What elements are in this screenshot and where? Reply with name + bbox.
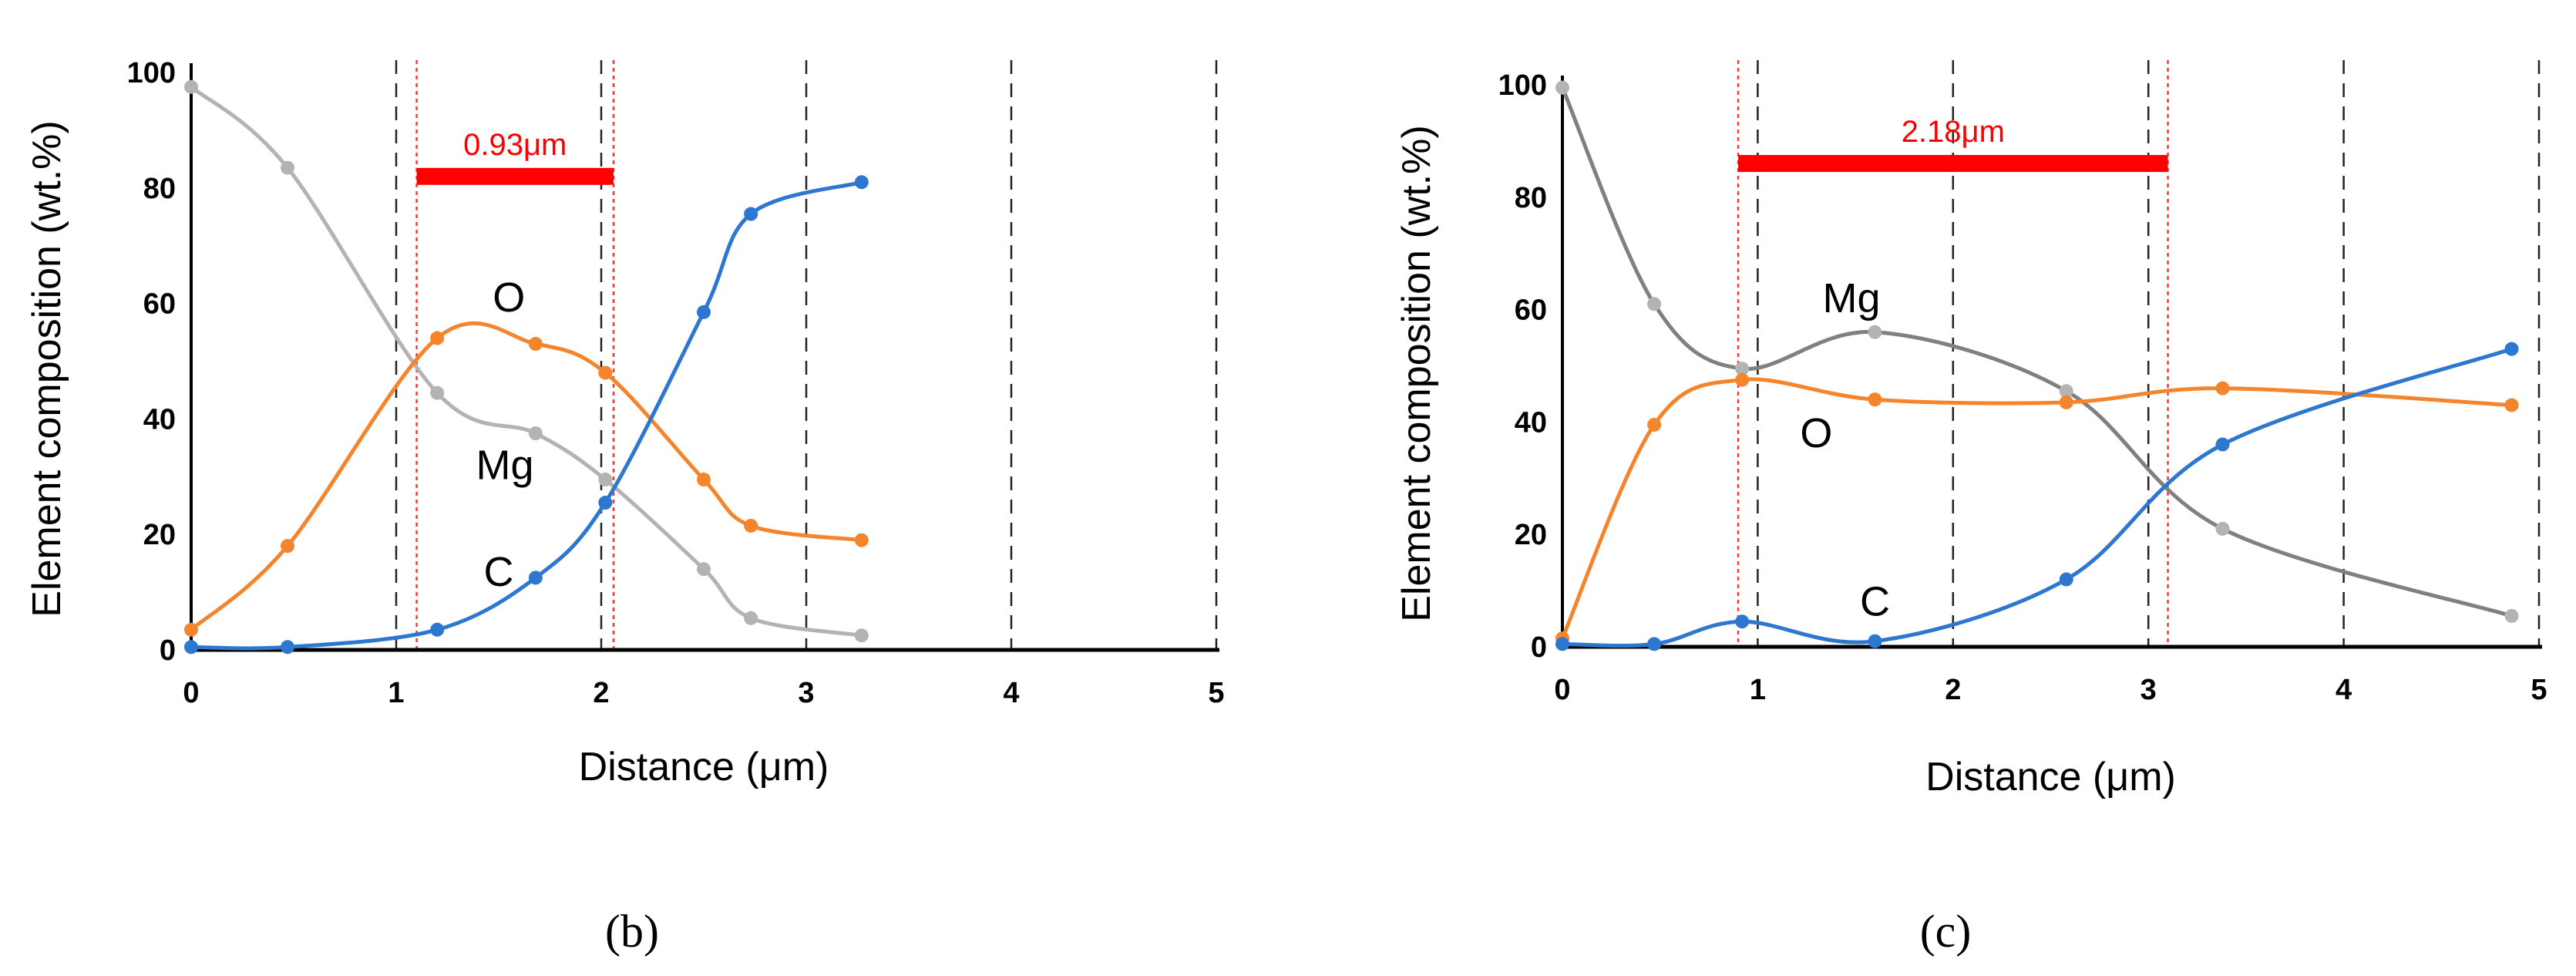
panel-label: (c) (1920, 906, 1972, 957)
panel-label: (b) (605, 906, 659, 957)
data-point (184, 622, 198, 637)
series-line-mg (189, 85, 864, 638)
series-label-mg: Mg (476, 442, 533, 488)
y-tick-label: 80 (143, 173, 176, 205)
data-point (2215, 437, 2230, 452)
x-tick-label: 2 (1945, 674, 1961, 706)
x-axis-title: Distance (μm) (579, 745, 829, 789)
data-point (2215, 521, 2230, 536)
data-point (1735, 614, 1750, 629)
data-point (430, 331, 445, 345)
y-axis-title: Element composition (wt.%) (1394, 125, 1439, 621)
series-line-c (189, 180, 864, 651)
data-point (1647, 297, 1662, 311)
data-point (744, 611, 758, 625)
data-point (1647, 637, 1662, 651)
series-label-c: C (1860, 579, 1890, 625)
x-tick-label: 4 (2336, 674, 2352, 706)
series-label-mg: Mg (1823, 275, 1881, 321)
data-point (697, 562, 711, 577)
y-tick-label: 0 (1531, 631, 1547, 664)
data-point (2504, 398, 2519, 412)
y-tick-label: 20 (143, 519, 176, 551)
series-line-o (189, 321, 864, 632)
data-point (528, 337, 543, 352)
y-tick-label: 40 (143, 403, 176, 436)
series-c: C (184, 175, 869, 655)
data-point (697, 305, 711, 319)
thickness-bar (1738, 155, 2168, 173)
data-point (281, 539, 295, 554)
y-tick-label: 100 (127, 57, 176, 89)
data-point (1868, 392, 1882, 407)
thickness-label: 0.93μm (463, 128, 567, 162)
data-point (528, 570, 543, 585)
x-tick-label: 0 (1554, 674, 1570, 706)
y-tick-label: 0 (160, 634, 176, 667)
data-point (744, 518, 758, 533)
data-point (598, 496, 613, 510)
data-point (854, 628, 869, 643)
x-tick-label: 0 (183, 677, 199, 709)
x-tick-label: 1 (388, 677, 404, 709)
series-line-c (1560, 347, 2514, 648)
thickness-bar (416, 167, 614, 185)
x-tick-label: 5 (2531, 674, 2547, 706)
x-tick-label: 3 (798, 677, 814, 709)
data-point (281, 160, 295, 175)
y-tick-label: 60 (1515, 294, 1547, 327)
data-point (184, 640, 198, 655)
y-tick-label: 40 (1515, 406, 1547, 439)
data-point (744, 207, 758, 221)
x-tick-label: 4 (1003, 677, 1019, 709)
series-o: O (1555, 372, 2519, 646)
data-point (854, 175, 869, 190)
data-point (2059, 572, 2073, 587)
data-point (1555, 637, 1569, 651)
y-axis-title: Element composition (wt.%) (25, 120, 69, 617)
data-point (2059, 384, 2073, 399)
y-tick-label: 100 (1498, 69, 1547, 102)
chart-panel-b: 0 20 40 60 80 100 0 1 2 3 4 5 Distance (μm) Element c… (25, 57, 1225, 957)
series-label-o: O (493, 274, 525, 321)
data-point (2059, 395, 2073, 409)
y-tick-label: 20 (1515, 519, 1547, 551)
x-tick-label: 2 (593, 677, 609, 709)
data-point (854, 533, 869, 547)
series-line-o (1560, 377, 2514, 641)
data-point (1735, 372, 1750, 387)
data-point (1647, 418, 1662, 432)
data-point (697, 473, 711, 487)
series-label-o: O (1800, 410, 1832, 456)
chart-panel-c: 0 20 40 60 80 100 0 1 2 3 4 5 Distance (μm) Element c… (1394, 60, 2547, 957)
data-point (2504, 608, 2519, 623)
data-point (598, 473, 613, 487)
data-point (1735, 362, 1750, 376)
data-point (184, 79, 198, 94)
series-mg: Mg (184, 79, 869, 643)
series-mg: Mg (1555, 80, 2519, 623)
series-c: C (1555, 342, 2519, 651)
data-point (2504, 342, 2519, 356)
data-point (528, 426, 543, 441)
x-tick-label: 5 (1208, 677, 1224, 709)
data-point (1868, 325, 1882, 339)
thickness-label: 2.18μm (1902, 115, 2005, 149)
data-point (1555, 80, 1569, 95)
y-tick-label: 80 (1515, 182, 1547, 214)
series-label-c: C (484, 549, 514, 595)
data-point (1868, 634, 1882, 648)
x-tick-label: 1 (1750, 674, 1766, 706)
x-axis-title: Distance (μm) (1925, 755, 2176, 799)
data-point (430, 385, 445, 400)
series-o: O (184, 274, 869, 637)
x-tick-label: 3 (2141, 674, 2157, 706)
data-point (281, 640, 295, 655)
data-point (430, 622, 445, 637)
y-tick-label: 60 (143, 288, 176, 321)
data-point (598, 365, 613, 380)
data-point (2215, 381, 2230, 395)
